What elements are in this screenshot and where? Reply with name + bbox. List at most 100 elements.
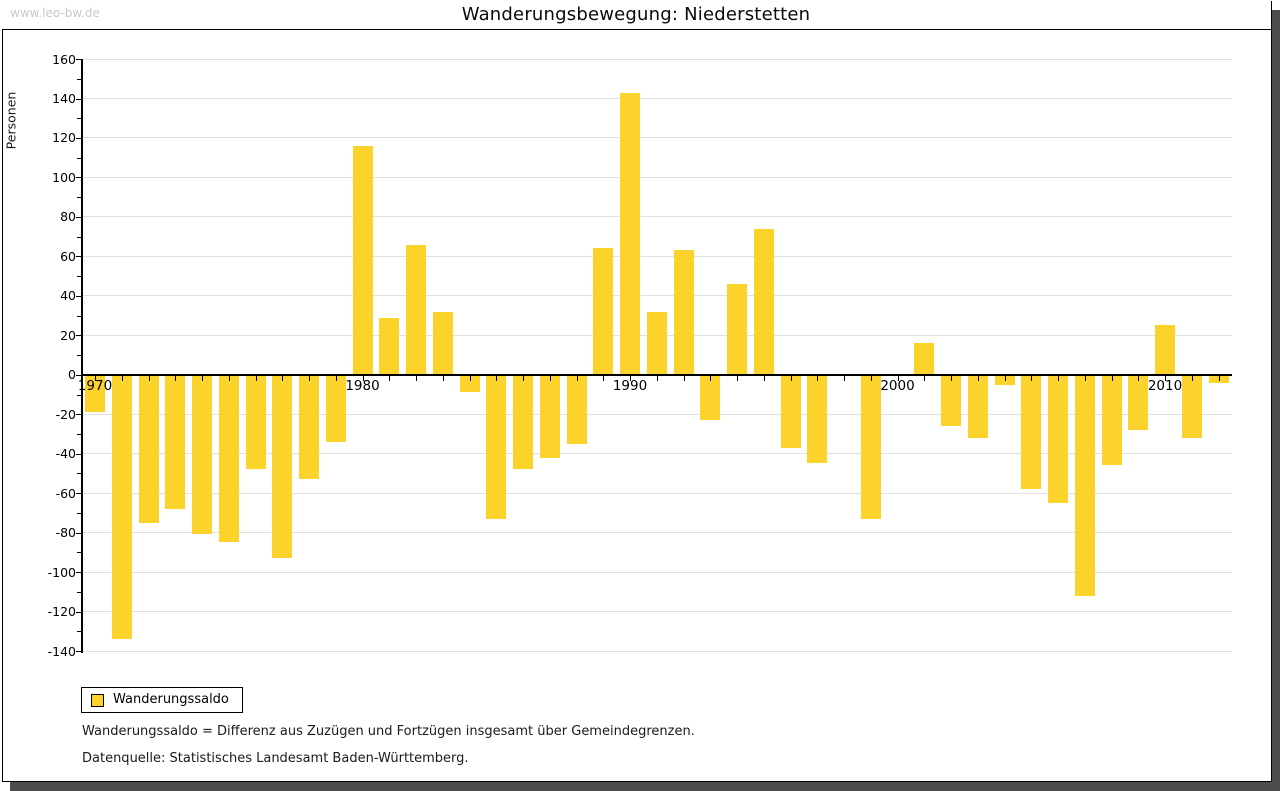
bar-1970: [85, 374, 105, 413]
x-axis-label-2010: 2010: [1147, 377, 1183, 394]
bar-2008: [1101, 374, 1122, 466]
y-tick--10: [77, 394, 82, 396]
x-tick-1986: [523, 375, 524, 381]
x-tick-1999: [870, 375, 872, 381]
title-strip: [2, 1, 1271, 30]
x-tick-2008: [1111, 375, 1113, 381]
bar-2003: [967, 374, 988, 438]
x-tick-1979: [335, 375, 337, 381]
footnote-definition: Wanderungssaldo = Differenz aus Zuzügen …: [82, 724, 695, 739]
y-tick--120: [76, 611, 82, 613]
bar-1993: [700, 374, 721, 421]
x-tick-2007: [1084, 375, 1086, 381]
y-tick--110: [77, 591, 82, 593]
bar-1971: [111, 374, 132, 640]
bar-2001: [914, 343, 935, 375]
y-tick--130: [77, 631, 82, 633]
gridline--40: [82, 453, 1232, 455]
bar-1976: [245, 374, 266, 470]
legend: Wanderungssaldo: [81, 687, 243, 713]
bar-1981: [379, 317, 400, 375]
x-tick-1990: [630, 375, 631, 381]
x-tick-1993: [710, 375, 712, 381]
bar-1982: [406, 244, 426, 375]
x-tick-1988: [576, 375, 578, 381]
bar-1972: [138, 374, 159, 523]
y-tick-100: [76, 177, 82, 179]
bar-1988: [566, 374, 587, 444]
gridline-100: [82, 176, 1232, 178]
x-tick-1985: [496, 375, 498, 381]
x-tick-1992: [683, 375, 685, 381]
gridline--60: [82, 492, 1232, 494]
x-tick-1980: [362, 375, 364, 381]
x-tick-2001: [924, 375, 926, 381]
y-tick--140: [76, 651, 82, 652]
x-tick-1977: [282, 375, 284, 381]
y-tick--70: [77, 512, 82, 514]
y-tick-60: [76, 256, 82, 258]
x-tick-2005: [1031, 375, 1033, 381]
x-axis-label-1970: 1970: [77, 377, 113, 394]
x-tick-1976: [255, 375, 257, 381]
y-tick--80: [76, 532, 82, 534]
y-tick--30: [77, 433, 82, 435]
y-tick--60: [76, 493, 82, 495]
y-tick-30: [77, 315, 82, 317]
gridline--20: [82, 413, 1232, 415]
bar-1994: [727, 284, 747, 375]
gridline-160: [82, 58, 1232, 60]
x-tick-2004: [1004, 375, 1006, 381]
bar-1990: [620, 92, 640, 375]
bar-2010: [1155, 325, 1175, 375]
x-tick-2000: [897, 375, 899, 381]
y-tick-120: [76, 137, 82, 139]
gridline-120: [82, 137, 1232, 139]
x-tick-2009: [1138, 375, 1140, 381]
bar-1984: [459, 374, 480, 393]
y-tick--50: [77, 473, 82, 475]
y-tick-80: [76, 216, 82, 218]
bar-1996: [780, 374, 801, 448]
gridline-60: [82, 255, 1232, 257]
gridline-40: [82, 295, 1232, 297]
gridline--120: [82, 611, 1232, 612]
y-tick-label--20: -20: [55, 406, 76, 422]
x-tick-2010: [1165, 375, 1166, 381]
gridline--80: [82, 532, 1232, 534]
gridline-80: [82, 216, 1232, 218]
bar-1973: [165, 374, 186, 509]
y-tick-label-60: 60: [60, 248, 76, 264]
y-tick-40: [76, 295, 82, 297]
legend-swatch-wanderungssaldo: [91, 694, 104, 707]
x-tick-1996: [790, 375, 792, 381]
window-shadow-right: [1272, 10, 1280, 791]
y-tick-label-120: 120: [52, 130, 76, 146]
x-tick-1994: [737, 375, 738, 381]
y-tick-20: [76, 335, 82, 337]
y-tick-50: [77, 276, 82, 278]
y-tick-label--140: -140: [47, 643, 76, 659]
x-tick-1973: [175, 375, 177, 381]
bar-1999: [860, 374, 881, 519]
y-tick-70: [77, 236, 82, 238]
y-tick-label-0: 0: [68, 367, 76, 383]
legend-label: Wanderungssaldo: [113, 692, 229, 707]
x-tick-1971: [121, 375, 123, 381]
bar-1977: [272, 374, 293, 559]
x-tick-1989: [603, 375, 605, 381]
x-tick-1998: [844, 375, 845, 381]
x-tick-2006: [1058, 375, 1059, 381]
x-axis-label-1990: 1990: [612, 377, 648, 394]
y-tick-90: [77, 197, 82, 199]
y-tick-150: [77, 78, 82, 80]
x-tick-1983: [442, 375, 444, 381]
y-tick--90: [77, 552, 82, 554]
x-tick-1972: [148, 375, 150, 381]
y-tick-label--120: -120: [47, 604, 76, 619]
gridline-140: [82, 98, 1232, 99]
y-tick-label-40: 40: [60, 288, 76, 304]
x-tick-2002: [951, 375, 952, 381]
x-tick-2012: [1218, 375, 1220, 381]
